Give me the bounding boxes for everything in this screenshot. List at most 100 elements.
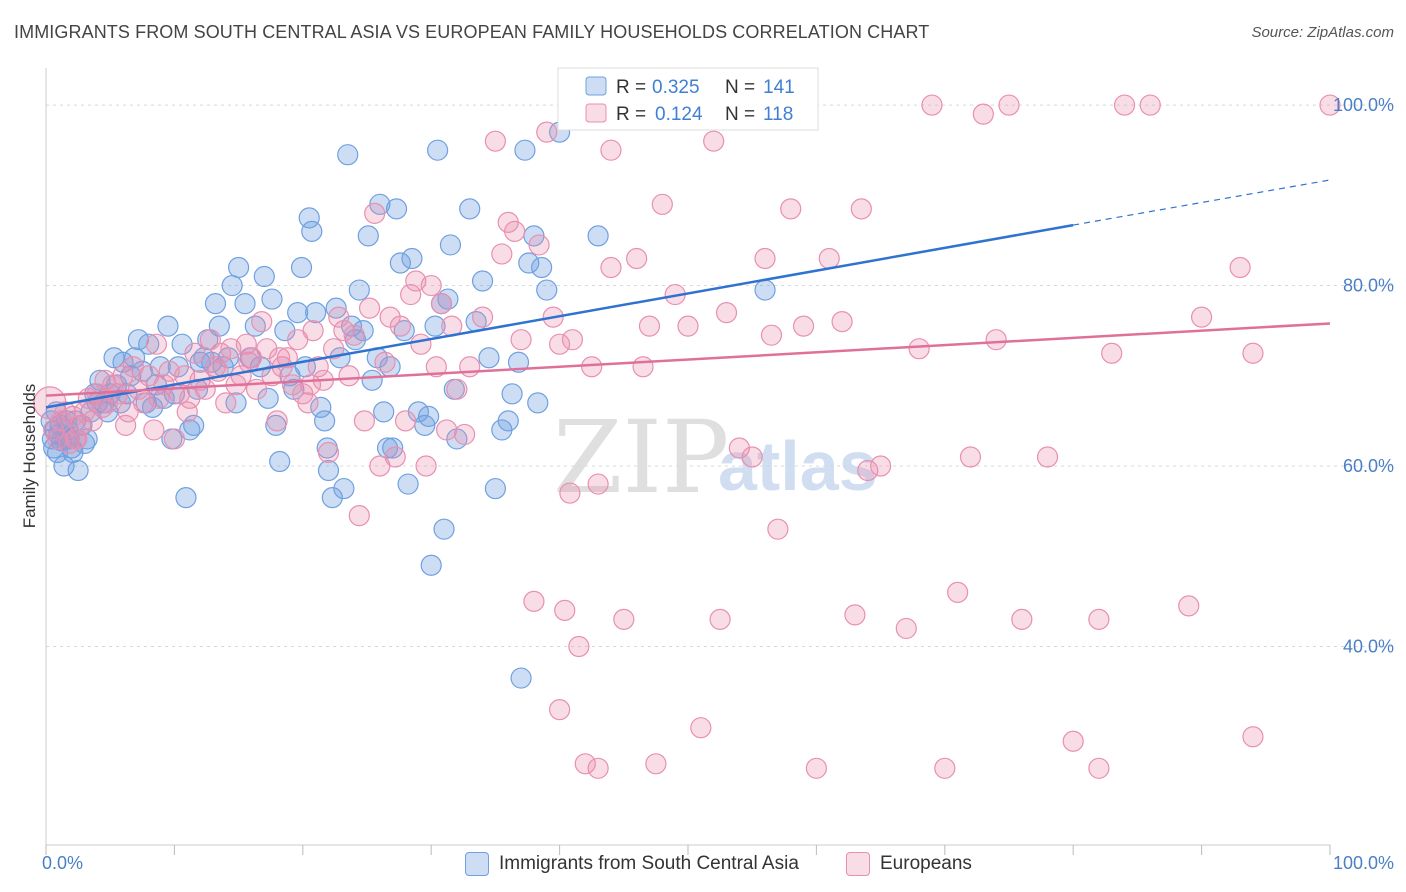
pink-point <box>333 320 355 342</box>
blue-point <box>175 486 197 509</box>
pink-point <box>677 315 699 337</box>
pink-point <box>1319 94 1341 116</box>
blue-point <box>321 486 343 509</box>
pink-point <box>364 202 386 224</box>
bottom-legend-label-1: Immigrants from South Central Asia <box>499 853 799 874</box>
pink-point <box>651 193 673 215</box>
pink-point <box>394 410 417 432</box>
pink-point <box>510 329 532 351</box>
pink-point <box>430 292 453 315</box>
pink-point <box>353 410 376 432</box>
pink-point <box>436 419 458 441</box>
pink-point <box>528 234 550 256</box>
blue-point <box>290 256 313 279</box>
pink-point <box>1011 608 1033 631</box>
pink-point <box>269 347 291 369</box>
pink-point <box>934 757 956 779</box>
pink-point <box>46 428 69 450</box>
pink-point <box>73 401 96 423</box>
pink-point <box>1190 306 1213 328</box>
blue-point <box>204 292 227 315</box>
y-tick-labels: 40.0% 60.0% 80.0% 100.0% <box>1333 95 1394 656</box>
pink-point <box>613 608 635 631</box>
pink-point <box>307 356 329 378</box>
watermark: ZIP atlas <box>553 399 878 516</box>
blue-point <box>471 270 494 292</box>
bottom-legend-series1: Immigrants from South Central Asia <box>465 852 799 876</box>
y-tick-label-60: 60.0% <box>1343 456 1394 476</box>
pink-point <box>251 311 273 333</box>
pink-point <box>64 428 87 450</box>
bottom-legend-series2: Europeans <box>846 852 972 876</box>
y-tick-label-100: 100.0% <box>1333 95 1394 115</box>
pink-point <box>1113 94 1136 116</box>
pink-point <box>297 392 319 414</box>
pink-point <box>921 94 943 116</box>
blue-point <box>754 279 776 301</box>
pink-point <box>484 130 506 152</box>
pink-point <box>972 103 994 125</box>
pink-point <box>1088 757 1110 779</box>
pink-point <box>568 635 590 658</box>
pink-point <box>194 378 216 400</box>
blue-point <box>418 405 440 427</box>
pink-point <box>504 220 526 242</box>
pink-point <box>844 604 866 626</box>
pink-point <box>831 311 853 333</box>
pink-point <box>760 324 783 346</box>
pink-point <box>857 459 879 482</box>
blue-point <box>298 207 320 229</box>
blue-point <box>317 459 340 482</box>
blue-point <box>257 387 279 409</box>
blue-point <box>527 392 549 414</box>
pink-point <box>163 428 185 450</box>
pink-point <box>741 446 763 468</box>
blue-point <box>361 369 383 391</box>
blue-point <box>385 198 408 220</box>
bottom-legend-swatch-blue <box>465 852 489 876</box>
blue-point <box>427 139 449 161</box>
blue-point <box>253 265 275 288</box>
pink-point <box>523 590 545 612</box>
pink-point <box>302 320 324 342</box>
pink-point <box>850 198 872 220</box>
pink-point <box>1178 595 1200 617</box>
legend-box <box>557 67 819 131</box>
pink-point <box>581 356 603 378</box>
pink-point <box>574 753 596 775</box>
pink-point <box>384 446 406 468</box>
pink-point <box>459 356 481 378</box>
pink-point <box>266 410 288 432</box>
blue-point <box>127 329 150 351</box>
pink-point <box>343 324 365 346</box>
legend-swatch-blue <box>585 76 607 96</box>
y-axis-label: Family Households <box>20 384 39 529</box>
blue-point <box>501 383 523 405</box>
blue-point <box>518 252 540 274</box>
pink-point <box>143 419 165 441</box>
pink-point <box>453 423 476 446</box>
chart-title: IMMIGRANTS FROM SOUTH CENTRAL ASIA VS EU… <box>14 22 930 42</box>
pink-point <box>536 121 558 143</box>
pink-point <box>184 342 206 364</box>
pink-point <box>446 378 468 400</box>
blue-point <box>67 459 89 482</box>
blue-point <box>433 518 455 540</box>
pink-point <box>1139 94 1161 116</box>
blue-point <box>221 274 243 297</box>
pink-point <box>1242 726 1264 748</box>
pink-point <box>1036 446 1059 468</box>
pink-point <box>176 401 198 423</box>
pink-point <box>1242 342 1264 364</box>
pink-point <box>587 473 609 495</box>
pink-point <box>998 94 1020 116</box>
pink-point <box>805 757 828 779</box>
pink-point <box>94 369 116 391</box>
pink-point <box>985 329 1007 351</box>
blue-point <box>389 252 411 274</box>
pink-point <box>358 297 381 319</box>
pink-point <box>895 617 917 640</box>
pink-point <box>638 315 661 337</box>
pink-point <box>425 356 447 378</box>
